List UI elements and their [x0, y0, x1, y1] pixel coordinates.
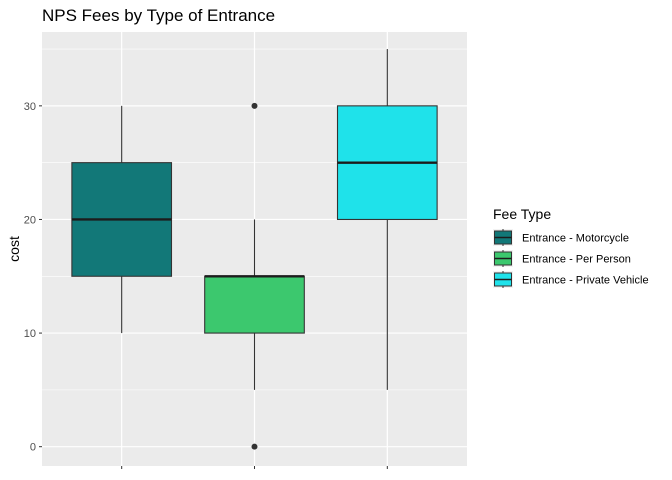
- y-axis: 0 10 20 30: [24, 101, 42, 454]
- box-body: [204, 275, 305, 334]
- y-tick-label: 20: [24, 214, 36, 226]
- legend-items: Entrance - Motorcycle Entrance - Per Pers…: [493, 229, 649, 288]
- box-entrance-motorcycle: [71, 105, 173, 334]
- legend-title: Fee Type: [493, 206, 551, 222]
- y-tick-label: 0: [30, 442, 36, 454]
- legend-item: Entrance - Motorcycle: [493, 229, 629, 246]
- legend-label: Entrance - Private Vehicle: [522, 275, 649, 287]
- y-tick-label: 30: [24, 101, 36, 113]
- legend-item: Entrance - Private Vehicle: [493, 271, 649, 288]
- legend-label: Entrance - Per Person: [522, 254, 631, 266]
- legend-label: Entrance - Motorcycle: [522, 233, 629, 245]
- outlier-point: [251, 443, 258, 450]
- box-entrance-private-vehicle: [336, 49, 438, 390]
- legend-item: Entrance - Per Person: [493, 250, 631, 267]
- chart-title: NPS Fees by Type of Entrance: [42, 6, 275, 25]
- y-tick-label: 10: [24, 328, 36, 340]
- x-axis: [121, 466, 388, 469]
- y-axis-title: cost: [6, 236, 22, 262]
- boxes-layer: [71, 49, 438, 450]
- outlier-point: [251, 102, 258, 109]
- box-entrance-per-person: [204, 102, 305, 450]
